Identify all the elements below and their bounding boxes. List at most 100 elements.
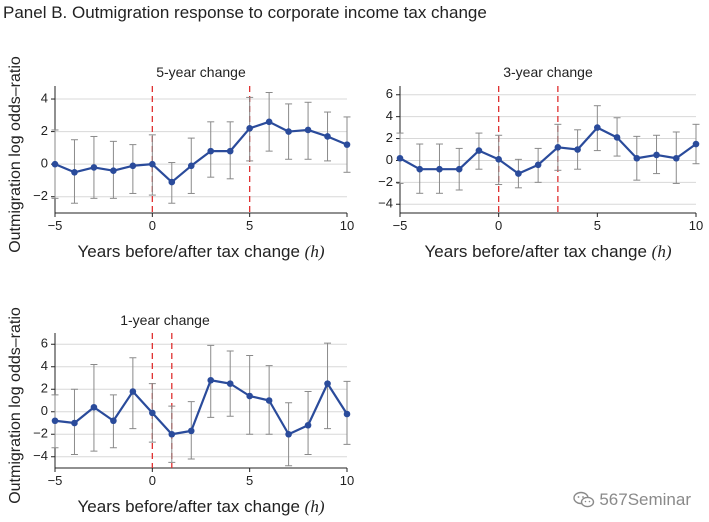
data-point (574, 146, 581, 153)
y-tick-label: −2 (33, 426, 48, 441)
x-axis-label-var: (h) (305, 242, 325, 261)
y-tick-label: 0 (41, 156, 48, 171)
x-axis-label-var: (h) (305, 497, 325, 516)
data-point (475, 147, 483, 154)
x-tick-label: 5 (594, 218, 601, 233)
y-axis-label: Outmigration log odds–ratio (7, 56, 24, 253)
series-line (54, 120, 348, 184)
chart-title: 3-year change (503, 64, 593, 80)
x-tick-label: 0 (495, 218, 502, 233)
x-tick-label: 0 (149, 218, 156, 233)
data-point (515, 170, 522, 177)
panel-title: Panel B. Outmigration response to corpor… (3, 3, 487, 22)
data-point (226, 380, 234, 387)
data-point (436, 165, 443, 173)
x-axis-label-text: Years before/after tax change (78, 497, 305, 516)
x-tick-label: 10 (340, 218, 354, 233)
data-point (168, 430, 176, 438)
data-point (343, 141, 351, 148)
data-point (207, 147, 215, 155)
chart-title: 5-year change (156, 64, 246, 80)
watermark-text: 567Seminar (599, 490, 691, 509)
x-axis-label: Years before/after tax change (h) (78, 497, 325, 516)
y-tick-label: −2 (378, 174, 393, 189)
data-point (149, 409, 156, 417)
data-point (187, 427, 195, 435)
data-point (51, 417, 59, 425)
x-tick-label: −5 (48, 473, 63, 488)
data-point (692, 140, 700, 148)
data-point (129, 162, 137, 170)
data-point (149, 160, 156, 168)
y-tick-label: 0 (386, 152, 393, 167)
chart-3: −4 −2 0 2 4 6 −5 0 5 10 1-year change Years before/… (7, 307, 354, 516)
data-point (594, 124, 601, 131)
watermark: 567Seminar (573, 490, 691, 510)
y-tick-label: 4 (41, 90, 48, 105)
data-point (396, 154, 404, 162)
data-point (265, 118, 273, 126)
wechat-icon (573, 491, 595, 508)
x-tick-label: 10 (689, 218, 703, 233)
data-point (416, 165, 424, 173)
y-tick-label: −4 (378, 196, 393, 211)
data-point (90, 164, 98, 171)
data-point (110, 417, 117, 425)
data-point (246, 392, 253, 400)
chart-2: −4 −2 0 2 4 6 −5 0 5 10 3-year change Years before/… (378, 64, 703, 261)
y-axis-label: Outmigration log odds–ratio (7, 307, 24, 504)
x-axis-label-var: (h) (652, 242, 672, 261)
x-axis-label-text: Years before/after tax change (425, 242, 652, 261)
y-tick-label: 6 (41, 336, 48, 351)
data-point (324, 380, 331, 387)
y-tick-label: 0 (41, 403, 48, 418)
x-tick-label: 0 (149, 473, 156, 488)
y-tick-label: 4 (386, 108, 393, 123)
x-axis-label: Years before/after tax change (h) (78, 242, 325, 261)
data-point (285, 430, 292, 438)
x-axis-label: Years before/after tax change (h) (425, 242, 672, 261)
data-point (71, 419, 78, 427)
y-tick-label: −2 (33, 188, 48, 203)
data-point (246, 125, 253, 132)
data-point (71, 168, 78, 176)
chart-1: −2 0 2 4 −5 0 5 10 5-year change Years before/aft… (7, 56, 354, 261)
y-tick-label: 4 (41, 358, 48, 373)
y-tick-label: 6 (386, 86, 393, 101)
data-point (653, 151, 660, 159)
y-tick-label: 2 (41, 123, 48, 138)
x-tick-label: −5 (393, 218, 408, 233)
data-point (613, 134, 621, 141)
x-tick-label: 5 (246, 218, 253, 233)
series-line (54, 379, 348, 436)
data-point (554, 144, 562, 151)
data-point (187, 162, 195, 170)
x-tick-label: 10 (340, 473, 354, 488)
chart-title: 1-year change (120, 312, 210, 328)
data-point (285, 128, 292, 135)
data-point (534, 161, 542, 169)
data-point (265, 397, 273, 404)
data-point (110, 167, 117, 174)
data-point (495, 156, 502, 163)
data-point (324, 133, 331, 140)
data-point (207, 376, 215, 384)
data-point (672, 154, 680, 162)
y-tick-label: 2 (41, 381, 48, 396)
data-point (51, 160, 59, 168)
series-line (399, 126, 697, 175)
data-point (343, 410, 351, 418)
y-tick-label: −4 (33, 448, 48, 463)
data-point (168, 178, 176, 186)
data-point (633, 154, 641, 162)
x-tick-label: 5 (246, 473, 253, 488)
data-point (226, 147, 234, 155)
x-tick-label: −5 (48, 218, 63, 233)
data-point (455, 165, 463, 173)
data-point (304, 421, 312, 429)
data-point (129, 388, 137, 395)
x-axis-label-text: Years before/after tax change (78, 242, 305, 261)
data-point (304, 126, 312, 134)
data-point (90, 403, 98, 411)
